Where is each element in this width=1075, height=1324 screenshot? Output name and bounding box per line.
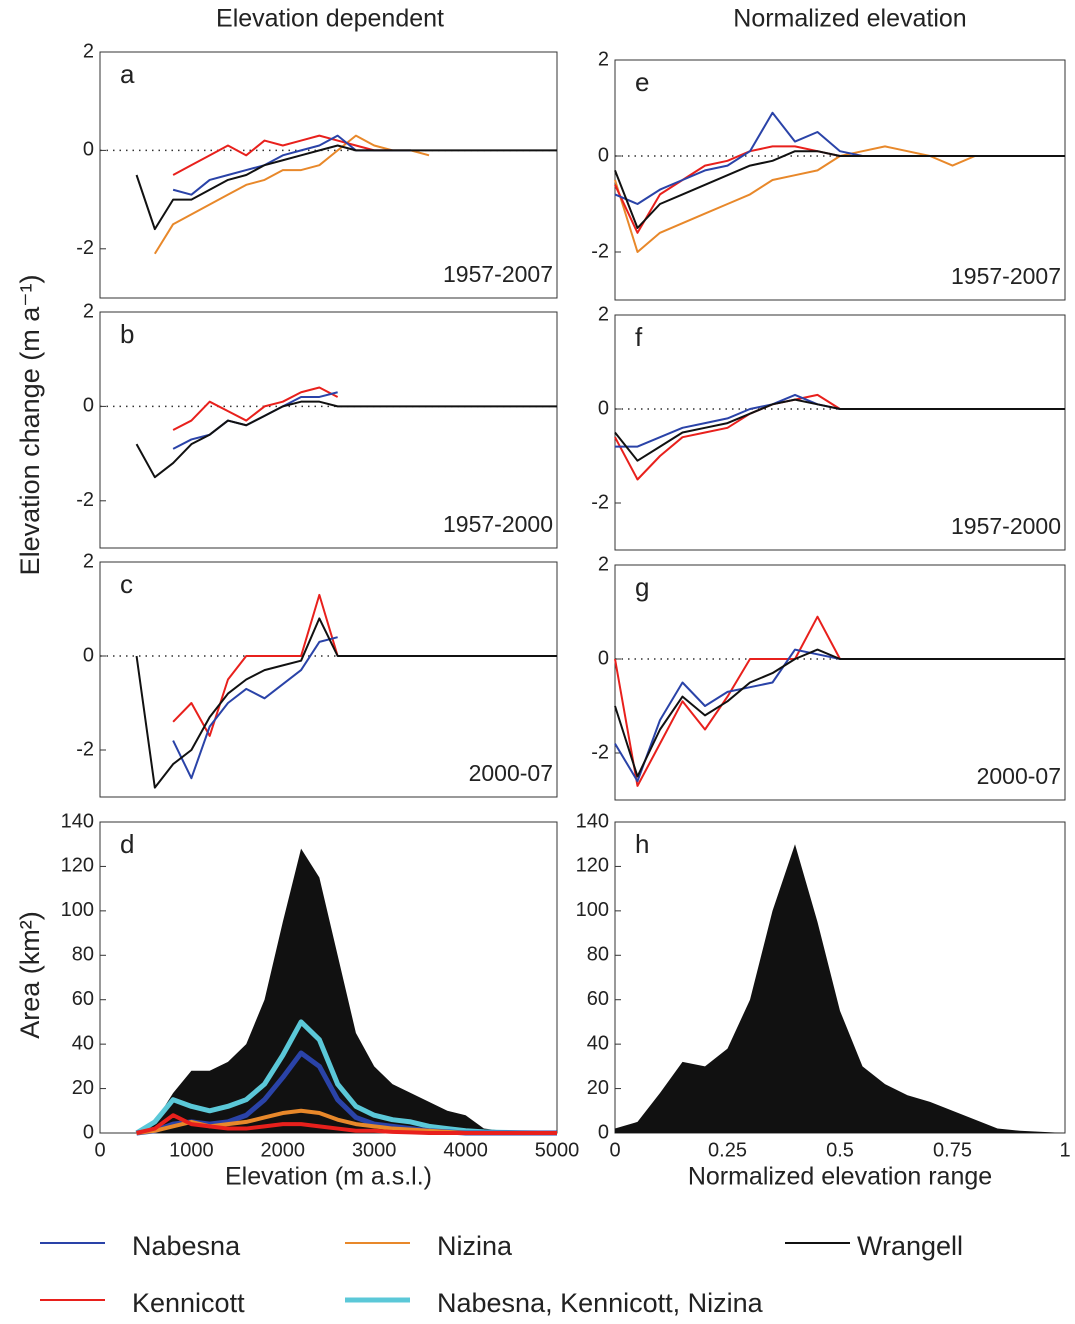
line: [614, 111, 885, 205]
y-tick-label: 2: [83, 40, 94, 62]
legend-label: Nabesna, Kennicott, Nizina: [437, 1288, 764, 1318]
y-axis-label: Area (km²): [15, 911, 45, 1039]
line: [614, 393, 841, 481]
x-axis-label: Normalized elevation range: [688, 1163, 992, 1191]
x-tick-label: 0: [609, 1139, 620, 1161]
panel-letter: h: [635, 829, 649, 859]
y-tick-label: 60: [72, 988, 94, 1010]
x-axis-label: Elevation (m a.s.l.): [225, 1163, 432, 1191]
y-tick-label: 40: [587, 1032, 609, 1054]
y-tick-label: 60: [587, 988, 609, 1010]
y-tick-label: 120: [61, 855, 94, 877]
y-tick-label: 120: [576, 855, 609, 877]
line: [136, 1113, 557, 1135]
x-tick-label: 5000: [535, 1139, 580, 1161]
y-tick-label: -2: [591, 240, 609, 262]
column-title: Elevation dependent: [216, 5, 444, 33]
y-tick-label: 0: [598, 397, 609, 419]
legend-label: Nabesna: [132, 1231, 241, 1261]
y-tick-label: 0: [83, 139, 94, 161]
line: [172, 134, 411, 196]
y-tick-label: -2: [76, 738, 94, 760]
y-tick-label: 0: [598, 1121, 609, 1143]
panel-letter: b: [120, 319, 134, 349]
plot-frame: [99, 51, 558, 299]
x-tick-label: 1000: [169, 1139, 214, 1161]
panel-letter: f: [635, 322, 643, 352]
period-label: 1957-2000: [443, 511, 553, 537]
x-tick-label: 4000: [443, 1139, 488, 1161]
y-tick-label: -2: [76, 237, 94, 259]
area: [136, 848, 557, 1133]
line: [614, 398, 1065, 462]
period-label: 1957-2007: [443, 261, 553, 287]
y-tick-label: 0: [83, 1121, 94, 1143]
y-tick-label: 140: [61, 810, 94, 832]
x-tick-label: 3000: [352, 1139, 397, 1161]
x-tick-label: 1: [1059, 1139, 1070, 1161]
line: [614, 615, 841, 787]
x-tick-label: 0.25: [708, 1139, 747, 1161]
line: [135, 400, 557, 479]
panel-letter: d: [120, 829, 134, 859]
panel-letter: a: [120, 59, 135, 89]
line: [614, 648, 841, 783]
y-tick-label: 80: [72, 944, 94, 966]
x-tick-label: 0.5: [826, 1139, 854, 1161]
y-axis-label: Elevation change (m a⁻¹): [15, 275, 45, 576]
period-label: 1957-2007: [951, 263, 1061, 289]
y-tick-label: 100: [61, 899, 94, 921]
line: [614, 150, 1065, 229]
line: [615, 393, 841, 448]
line: [172, 636, 338, 780]
y-tick-label: 20: [587, 1077, 609, 1099]
y-tick-label: 80: [587, 944, 609, 966]
plot-frame: [99, 561, 558, 798]
x-tick-label: 0.75: [933, 1139, 972, 1161]
area: [615, 844, 1065, 1133]
y-tick-label: 2: [598, 303, 609, 325]
legend-label: Kennicott: [132, 1288, 245, 1318]
column-title: Normalized elevation: [733, 5, 966, 33]
panel-letter: e: [635, 67, 649, 97]
line: [172, 386, 339, 431]
y-tick-label: -2: [76, 489, 94, 511]
y-tick-label: -2: [591, 491, 609, 513]
line: [172, 593, 339, 737]
line: [614, 648, 1065, 778]
period-label: 2000-07: [469, 760, 553, 786]
line: [614, 145, 976, 253]
y-tick-label: 140: [576, 810, 609, 832]
period-label: 1957-2000: [951, 513, 1061, 539]
plot-frame: [614, 564, 1066, 801]
plot-frame: [99, 311, 558, 549]
y-tick-label: 2: [598, 48, 609, 70]
y-tick-label: -2: [591, 741, 609, 763]
line: [135, 144, 557, 231]
x-tick-label: 0: [94, 1139, 105, 1161]
line: [135, 617, 557, 789]
y-tick-label: 40: [72, 1032, 94, 1054]
period-label: 2000-07: [977, 763, 1061, 789]
legend-label: Wrangell: [857, 1231, 963, 1261]
y-tick-label: 2: [598, 553, 609, 575]
line: [172, 134, 393, 176]
y-tick-label: 100: [576, 899, 609, 921]
y-tick-label: 0: [598, 647, 609, 669]
y-tick-label: 0: [598, 144, 609, 166]
legend-label: Nizina: [437, 1231, 513, 1261]
y-tick-label: 0: [83, 395, 94, 417]
panel-letter: c: [120, 569, 133, 599]
y-tick-label: 20: [72, 1077, 94, 1099]
y-tick-label: 0: [83, 644, 94, 666]
y-tick-label: 2: [83, 550, 94, 572]
panel-letter: g: [635, 572, 649, 602]
line: [153, 134, 430, 255]
x-tick-label: 2000: [261, 1139, 306, 1161]
y-tick-label: 2: [83, 300, 94, 322]
